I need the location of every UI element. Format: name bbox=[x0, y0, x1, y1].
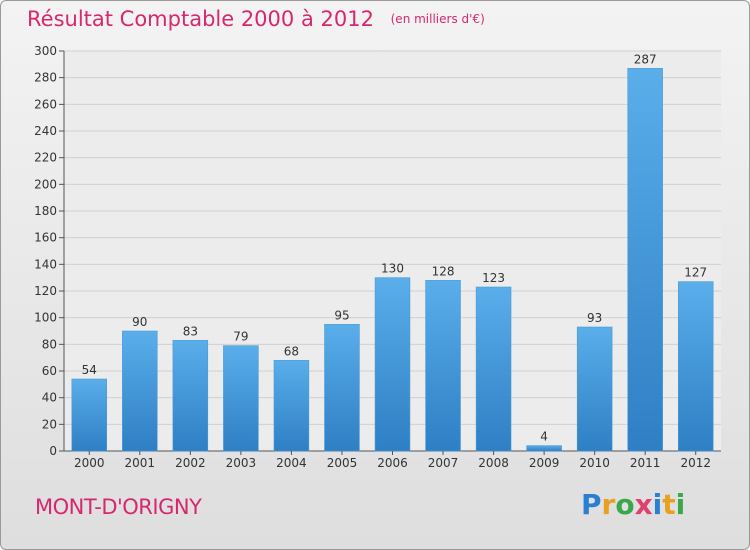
bar bbox=[122, 330, 158, 452]
logo-letter: i bbox=[652, 488, 663, 521]
bar bbox=[324, 324, 360, 452]
y-tick-label: 200 bbox=[34, 177, 57, 191]
proxiti-logo: Proxiti bbox=[581, 488, 685, 521]
data-label: 54 bbox=[82, 363, 97, 377]
data-label: 79 bbox=[233, 330, 248, 344]
data-label: 287 bbox=[634, 52, 657, 66]
y-tick-label: 100 bbox=[34, 311, 57, 325]
x-tick-label: 2012 bbox=[680, 456, 711, 470]
logo-letter: P bbox=[581, 488, 602, 521]
x-tick-label: 2007 bbox=[428, 456, 459, 470]
y-tick-label: 140 bbox=[34, 257, 57, 271]
chart-subtitle: (en milliers d'€) bbox=[390, 12, 485, 26]
logo-letter: r bbox=[601, 488, 616, 521]
y-tick-label: 120 bbox=[34, 284, 57, 298]
data-label: 123 bbox=[482, 271, 505, 285]
x-tick-label: 2011 bbox=[630, 456, 661, 470]
bar bbox=[576, 326, 613, 452]
y-tick-label: 160 bbox=[34, 231, 57, 245]
commune-name: MONT-D'ORIGNY bbox=[35, 495, 202, 519]
y-tick-label: 260 bbox=[34, 97, 57, 111]
x-tick-label: 2009 bbox=[529, 456, 560, 470]
x-tick-label: 2010 bbox=[579, 456, 610, 470]
data-label: 128 bbox=[432, 264, 455, 278]
bar bbox=[526, 445, 562, 452]
y-tick-label: 80 bbox=[42, 337, 57, 351]
bar bbox=[425, 280, 461, 452]
logo-letter: i bbox=[675, 488, 686, 521]
x-tick-label: 2005 bbox=[327, 456, 358, 470]
y-tick-label: 20 bbox=[42, 417, 57, 431]
data-label: 95 bbox=[334, 308, 349, 322]
data-label: 4 bbox=[540, 430, 548, 444]
y-tick-label: 0 bbox=[49, 444, 57, 458]
bar bbox=[677, 281, 714, 452]
y-tick-label: 280 bbox=[34, 71, 57, 85]
x-tick-label: 2006 bbox=[377, 456, 408, 470]
logo-letter: x bbox=[634, 488, 653, 521]
x-tick-label: 2003 bbox=[226, 456, 257, 470]
x-tick-label: 2004 bbox=[276, 456, 307, 470]
chart-title: Résultat Comptable 2000 à 2012 (en milli… bbox=[27, 7, 485, 31]
y-tick-label: 220 bbox=[34, 151, 57, 165]
x-tick-label: 2000 bbox=[74, 456, 105, 470]
y-tick-label: 300 bbox=[34, 44, 57, 58]
logo-letter: t bbox=[662, 488, 676, 521]
data-label: 127 bbox=[684, 266, 707, 280]
bar bbox=[172, 340, 209, 452]
bar bbox=[475, 286, 512, 452]
y-tick-label: 60 bbox=[42, 364, 57, 378]
bar bbox=[223, 345, 259, 452]
data-label: 93 bbox=[587, 311, 602, 325]
data-label: 83 bbox=[183, 324, 198, 338]
bar bbox=[273, 360, 310, 452]
chart-title-text: Résultat Comptable 2000 à 2012 bbox=[27, 7, 374, 31]
bar bbox=[71, 378, 108, 452]
x-tick-label: 2001 bbox=[125, 456, 156, 470]
bar bbox=[374, 277, 411, 452]
x-tick-label: 2002 bbox=[175, 456, 206, 470]
data-label: 68 bbox=[284, 344, 299, 358]
y-tick-label: 40 bbox=[42, 391, 57, 405]
x-tick-label: 2008 bbox=[478, 456, 509, 470]
data-label: 130 bbox=[381, 262, 404, 276]
logo-letter: o bbox=[615, 488, 635, 521]
data-label: 90 bbox=[132, 315, 147, 329]
y-tick-label: 180 bbox=[34, 204, 57, 218]
bar bbox=[627, 68, 663, 452]
y-tick-label: 240 bbox=[34, 124, 57, 138]
